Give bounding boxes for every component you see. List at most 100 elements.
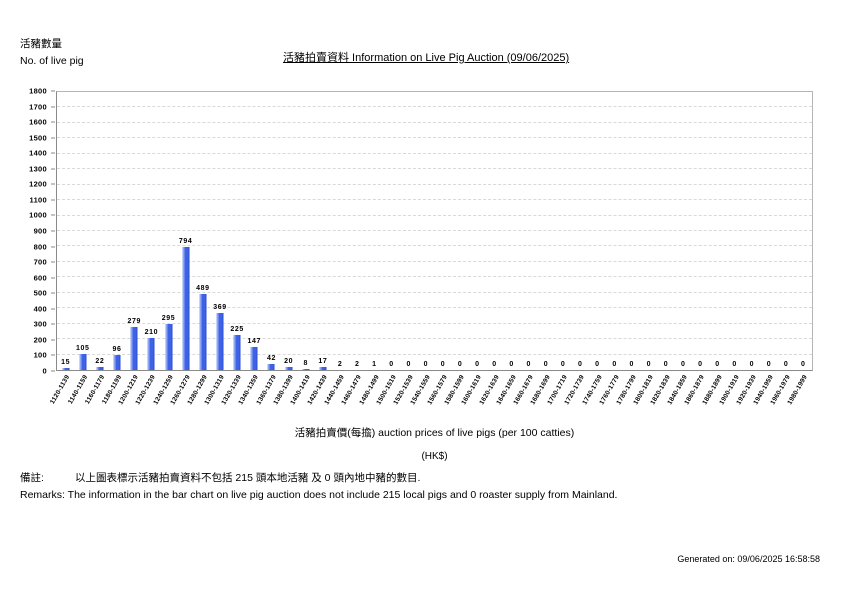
bar: [147, 337, 155, 370]
bar-slot: 0 1620-1639: [478, 92, 503, 406]
bar-slot: 0 1960-1979: [770, 92, 795, 406]
y-tick-label: 300: [33, 319, 47, 329]
gridline: [57, 183, 812, 185]
bar-value-label: 0: [646, 361, 652, 368]
bar-slot: 295 1240-1259: [152, 92, 177, 406]
bar-slot: 42 1360-1379: [255, 92, 280, 406]
remarks: 備註: 以上圖表標示活豬拍賣資料不包括 215 頭本地活豬 及 0 頭內地中豬的數…: [20, 470, 617, 504]
gridline: [57, 260, 812, 262]
bar-value-label: 0: [663, 361, 669, 368]
bar-value-label: 1: [372, 360, 377, 368]
y-tick-label: 500: [33, 288, 47, 298]
y-tick-label: 1600: [29, 117, 47, 127]
generated-timestamp: Generated on: 09/06/2025 16:58:58: [677, 554, 820, 564]
bar-slot: 22 1160-1179: [84, 92, 108, 406]
bar-slot: 0 1520-1539: [392, 92, 417, 406]
bar: [165, 324, 173, 370]
bar-value-label: 0: [629, 361, 634, 368]
gridline: [57, 168, 812, 170]
y-tick-label: 1000: [29, 210, 47, 220]
bar-slot: 0 1940-1959: [753, 92, 777, 406]
bar-value-label: 2: [354, 360, 360, 368]
y-tick-mark: [51, 292, 55, 294]
y-axis-title-en: No. of live pig: [20, 55, 84, 67]
bar-slot: 0 1860-1879: [684, 92, 709, 406]
y-tick-mark: [51, 370, 55, 372]
bar-value-label: 0: [612, 361, 617, 368]
bar-value-label: 0: [509, 361, 514, 368]
bar-value-label: 0: [560, 361, 566, 368]
y-tick-label: 100: [33, 350, 47, 360]
bar-value-label: 0: [492, 361, 497, 368]
y-tick-label: 0: [42, 366, 47, 376]
bar: [130, 326, 138, 370]
bar-slot: 369 1300-1319: [204, 92, 228, 406]
bar-slot: 0 1880-1899: [701, 92, 726, 406]
y-tick-label: 700: [33, 257, 47, 267]
bar-slot: 489 1280-1299: [186, 92, 211, 405]
bar-value-label: 794: [178, 238, 193, 246]
bar-slot: 0 1700-1719: [547, 92, 572, 406]
y-tick-mark: [51, 152, 55, 154]
bar-value-label: 147: [247, 338, 262, 346]
y-tick-label: 1100: [29, 195, 47, 205]
y-tick-mark: [51, 214, 55, 216]
bar-value-label: 0: [715, 361, 720, 368]
bar: [216, 313, 224, 370]
bar-value-label: 279: [127, 317, 141, 325]
bar-slot: 0 1600-1619: [461, 92, 486, 406]
bar-slot: 225 1320-1339: [221, 92, 246, 406]
y-tick-mark: [51, 168, 55, 170]
bar: [96, 366, 104, 370]
gridline: [57, 245, 812, 247]
bar-slot: 0 1740-1759: [581, 92, 606, 406]
y-tick-mark: [51, 183, 55, 185]
bar-value-label: 0: [475, 361, 480, 368]
bar-slot: 15 1120-1139: [49, 92, 74, 406]
y-axis-title-zh: 活豬數量: [20, 38, 62, 50]
x-axis-unit: (HK$): [421, 451, 448, 462]
y-tick-label: 1800: [29, 86, 47, 96]
bar-slot: 0 1840-1859: [667, 92, 692, 406]
bar-value-label: 295: [161, 315, 176, 323]
bar-value-label: 42: [266, 354, 276, 362]
bar-slot: 0 1760-1779: [598, 92, 623, 406]
bar-value-label: 0: [698, 361, 703, 368]
bar-slot: 0 1680-1699: [530, 92, 554, 406]
y-tick-mark: [51, 246, 55, 248]
y-axis: 0 100 200 300 400 500 600 700 800 900 1000 1100 1200…: [0, 87, 56, 376]
bar-slot: 0 1640-1659: [495, 92, 520, 406]
bar-value-label: 0: [595, 361, 600, 368]
y-tick-mark: [51, 230, 55, 232]
bar: [319, 367, 327, 370]
y-tick-label: 1400: [29, 148, 47, 158]
gridline: [57, 322, 812, 324]
y-tick-mark: [51, 323, 55, 325]
bar-slot: 0 1660-1679: [512, 92, 537, 406]
y-tick-mark: [51, 106, 55, 108]
bar-value-label: 22: [95, 357, 105, 365]
remark-en-line: Remarks: The information in the bar char…: [20, 489, 618, 501]
y-tick-mark: [51, 121, 55, 123]
bar-slot: 1 1480-1499: [358, 92, 383, 406]
bar-value-label: 0: [680, 361, 686, 368]
x-axis-title: 活豬拍賣價(每擔) auction prices of live pigs (p…: [294, 427, 575, 439]
bar: [182, 247, 190, 370]
bar-value-label: 0: [423, 361, 429, 368]
bar: [250, 347, 258, 370]
bar-slot: 0 1780-1799: [615, 92, 640, 406]
bar-value-label: 0: [406, 361, 411, 368]
bar-slot: 0 1900-1919: [718, 92, 743, 406]
bar-slot: 2 1440-1459: [324, 92, 349, 406]
bar-value-label: 0: [732, 361, 737, 368]
bar: [285, 366, 293, 370]
gridline: [57, 353, 812, 355]
y-tick-label: 1500: [29, 133, 47, 143]
bar-slot: 0 1820-1839: [650, 92, 674, 406]
y-axis-title: 活豬數量 No. of live pig: [20, 36, 84, 70]
y-tick-mark: [51, 137, 55, 139]
bar-value-label: 96: [112, 346, 122, 354]
bar-slot: 96 1180-1199: [101, 92, 125, 405]
bar: [79, 353, 87, 370]
